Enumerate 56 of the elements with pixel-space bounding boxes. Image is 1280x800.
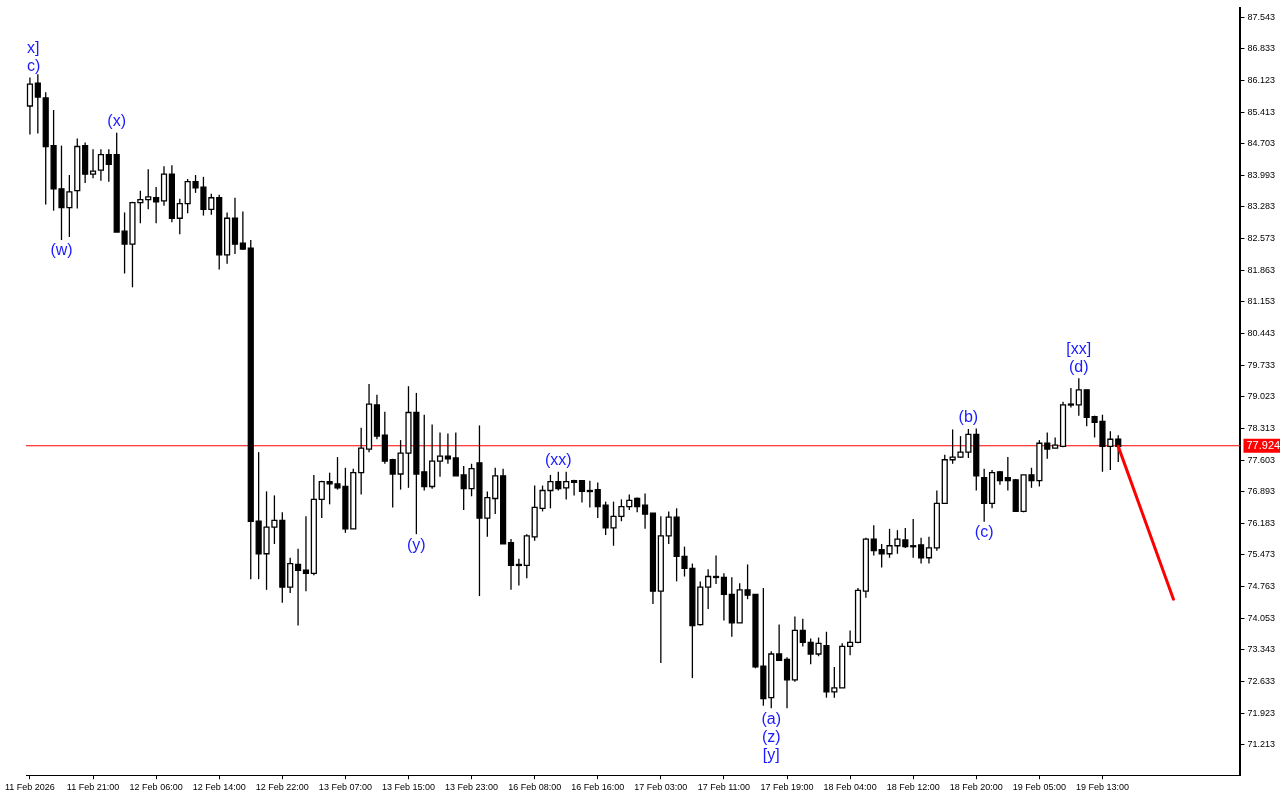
- y-tick-label: 76.183: [1247, 517, 1275, 528]
- y-tick-label: 79.733: [1247, 359, 1275, 370]
- x-tick-label: 13 Feb 23:00: [445, 782, 499, 793]
- y-tick-label: 86.123: [1247, 74, 1275, 85]
- annotation: [xx]: [1066, 339, 1092, 357]
- x-tick-label: 13 Feb 07:00: [318, 782, 372, 793]
- y-tick-label: 72.633: [1247, 675, 1275, 686]
- x-tick-label: 13 Feb 15:00: [381, 782, 435, 793]
- annotation: (w): [50, 241, 73, 259]
- y-tick-label: 75.473: [1247, 549, 1275, 560]
- y-tick-label: 81.153: [1247, 296, 1275, 307]
- ref-line-label: 77.924: [1246, 438, 1280, 451]
- y-tick-label: 83.283: [1247, 201, 1275, 212]
- y-tick-label: 83.993: [1247, 169, 1275, 180]
- y-tick-label: 71.213: [1247, 739, 1275, 750]
- x-tick-label: 12 Feb 22:00: [255, 782, 309, 793]
- x-tick-label: 16 Feb 08:00: [508, 782, 562, 793]
- y-tick-label: 84.703: [1247, 138, 1275, 149]
- y-tick-label: 85.413: [1247, 106, 1275, 117]
- x-tick-label: 18 Feb 12:00: [886, 782, 940, 793]
- x-tick-label: 11 Feb 2026: [5, 782, 55, 793]
- x-tick-label: 17 Feb 11:00: [697, 782, 751, 793]
- y-tick-label: 87.543: [1247, 11, 1275, 22]
- x-tick-label: 19 Feb 05:00: [1012, 782, 1066, 793]
- x-tick-label: 18 Feb 20:00: [949, 782, 1003, 793]
- x-tick-label: 17 Feb 03:00: [634, 782, 688, 793]
- y-tick-label: 78.313: [1247, 422, 1275, 433]
- x-tick-label: 12 Feb 14:00: [192, 782, 246, 793]
- y-tick-label: 82.573: [1247, 233, 1275, 244]
- annotation: [y]: [762, 745, 780, 763]
- y-tick-label: 74.763: [1247, 581, 1275, 592]
- y-tick-label: 80.443: [1247, 328, 1275, 339]
- annotation: (c): [974, 523, 994, 541]
- y-tick-label: 77.603: [1247, 454, 1275, 465]
- x-tick-label: 17 Feb 19:00: [760, 782, 814, 793]
- y-tick-label: 74.053: [1247, 612, 1275, 623]
- y-tick-label: 86.833: [1247, 43, 1275, 54]
- annotation: (x): [107, 112, 127, 130]
- y-tick-label: 79.023: [1247, 391, 1275, 402]
- x-tick-label: 11 Feb 21:00: [66, 782, 120, 793]
- y-tick-label: 76.893: [1247, 486, 1275, 497]
- y-tick-label: 81.863: [1247, 264, 1275, 275]
- annotation: (xx): [544, 451, 572, 469]
- annotation: (y): [407, 535, 426, 553]
- x-tick-label: 12 Feb 06:00: [129, 782, 183, 793]
- annotation: (b): [958, 408, 979, 426]
- x-tick-label: 19 Feb 13:00: [1075, 782, 1129, 793]
- annotation: (z): [761, 727, 781, 745]
- annotation: (d): [1069, 357, 1089, 375]
- y-tick-label: 73.343: [1247, 644, 1275, 655]
- annotation: c): [27, 56, 41, 74]
- x-tick-label: 18 Feb 04:00: [823, 782, 877, 793]
- y-tick-label: 71.923: [1247, 707, 1275, 718]
- annotation: (a): [761, 709, 782, 727]
- annotation: x]: [27, 38, 40, 56]
- x-tick-label: 16 Feb 16:00: [571, 782, 625, 793]
